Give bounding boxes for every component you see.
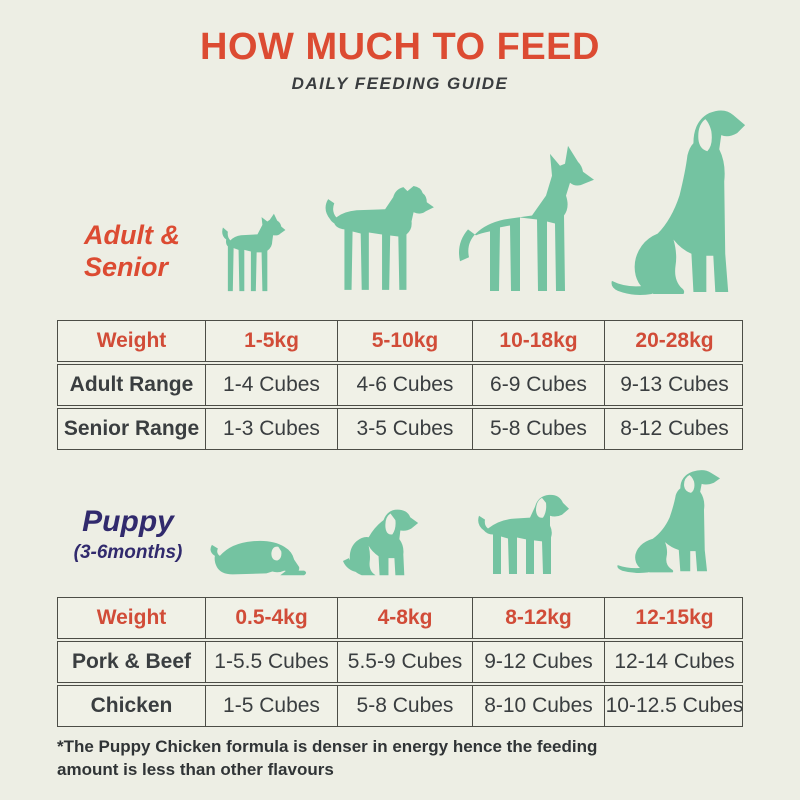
- table-header-row: Weight 1-5kg 5-10kg 10-18kg 20-28kg: [57, 320, 743, 362]
- table-cell: 1-5.5 Cubes: [206, 642, 338, 682]
- page-subtitle: DAILY FEEDING GUIDE: [291, 74, 509, 93]
- table-cell: 8-10 Cubes: [473, 686, 605, 726]
- puppy-section-label: Puppy (3-6months): [46, 504, 210, 565]
- table-cell: 1-4 Cubes: [206, 365, 338, 405]
- table-cell: 4-6 Cubes: [338, 365, 473, 405]
- adult-senior-table: Weight 1-5kg 5-10kg 10-18kg 20-28kg Adul…: [57, 320, 743, 452]
- adult-label-line2: Senior: [84, 252, 169, 283]
- table-cell: 9-13 Cubes: [620, 373, 729, 396]
- table-cell: 6-9 Cubes: [473, 365, 605, 405]
- row-label: Chicken: [58, 686, 206, 726]
- table-cell: 5.5-9 Cubes: [338, 642, 473, 682]
- table-cell: 12-14 Cubes: [614, 650, 735, 673]
- column-header: 0.5-4kg: [206, 598, 338, 638]
- column-header: 4-8kg: [338, 598, 473, 638]
- table-row: Pork & Beef 1-5.5 Cubes 5.5-9 Cubes 9-12…: [57, 641, 743, 683]
- puppy-label-line1: Puppy: [82, 505, 174, 538]
- adult-label-line1: Adult &: [84, 220, 180, 250]
- standing-puppy-icon: [478, 494, 569, 575]
- column-header: Weight: [58, 598, 206, 638]
- table-cell: 10-12.5 Cubes: [605, 694, 744, 717]
- golden-retriever-sitting-icon: [611, 110, 746, 295]
- column-header: 12-15kg: [635, 606, 714, 629]
- page-title: HOW MUCH TO FEED: [200, 26, 600, 68]
- crawling-puppy-icon: [210, 540, 307, 576]
- puppy-label-line2: (3-6months): [73, 542, 183, 563]
- sitting-young-dog-icon: [617, 470, 721, 573]
- table-cell: 3-5 Cubes: [338, 409, 473, 449]
- column-header: 1-5kg: [206, 321, 338, 361]
- jack-russell-terrier-icon: [325, 186, 434, 290]
- column-header: 10-18kg: [473, 321, 605, 361]
- table-cell: 5-8 Cubes: [338, 686, 473, 726]
- german-shepherd-icon: [459, 145, 594, 292]
- table-row: Chicken 1-5 Cubes 5-8 Cubes 8-10 Cubes 1…: [57, 685, 743, 727]
- table-row: Adult Range 1-4 Cubes 4-6 Cubes 6-9 Cube…: [57, 364, 743, 406]
- column-header: Weight: [58, 321, 206, 361]
- table-header-row: Weight 0.5-4kg 4-8kg 8-12kg 12-15kg: [57, 597, 743, 639]
- adult-senior-section-label: Adult & Senior: [84, 219, 180, 284]
- row-label: Senior Range: [58, 409, 206, 449]
- sitting-puppy-icon: [342, 509, 419, 576]
- table-row: Senior Range 1-3 Cubes 3-5 Cubes 5-8 Cub…: [57, 408, 743, 450]
- table-cell: 1-3 Cubes: [206, 409, 338, 449]
- puppy-table: Weight 0.5-4kg 4-8kg 8-12kg 12-15kg Pork…: [57, 597, 743, 729]
- row-label: Adult Range: [58, 365, 206, 405]
- column-header: 8-12kg: [473, 598, 605, 638]
- table-cell: 5-8 Cubes: [473, 409, 605, 449]
- row-label: Pork & Beef: [58, 642, 206, 682]
- column-header: 5-10kg: [338, 321, 473, 361]
- chihuahua-icon: [222, 213, 286, 292]
- table-cell: 9-12 Cubes: [473, 642, 605, 682]
- table-cell: 8-12 Cubes: [620, 417, 729, 440]
- footnote: *The Puppy Chicken formula is denser in …: [57, 737, 598, 779]
- column-header: 20-28kg: [635, 329, 714, 352]
- table-cell: 1-5 Cubes: [206, 686, 338, 726]
